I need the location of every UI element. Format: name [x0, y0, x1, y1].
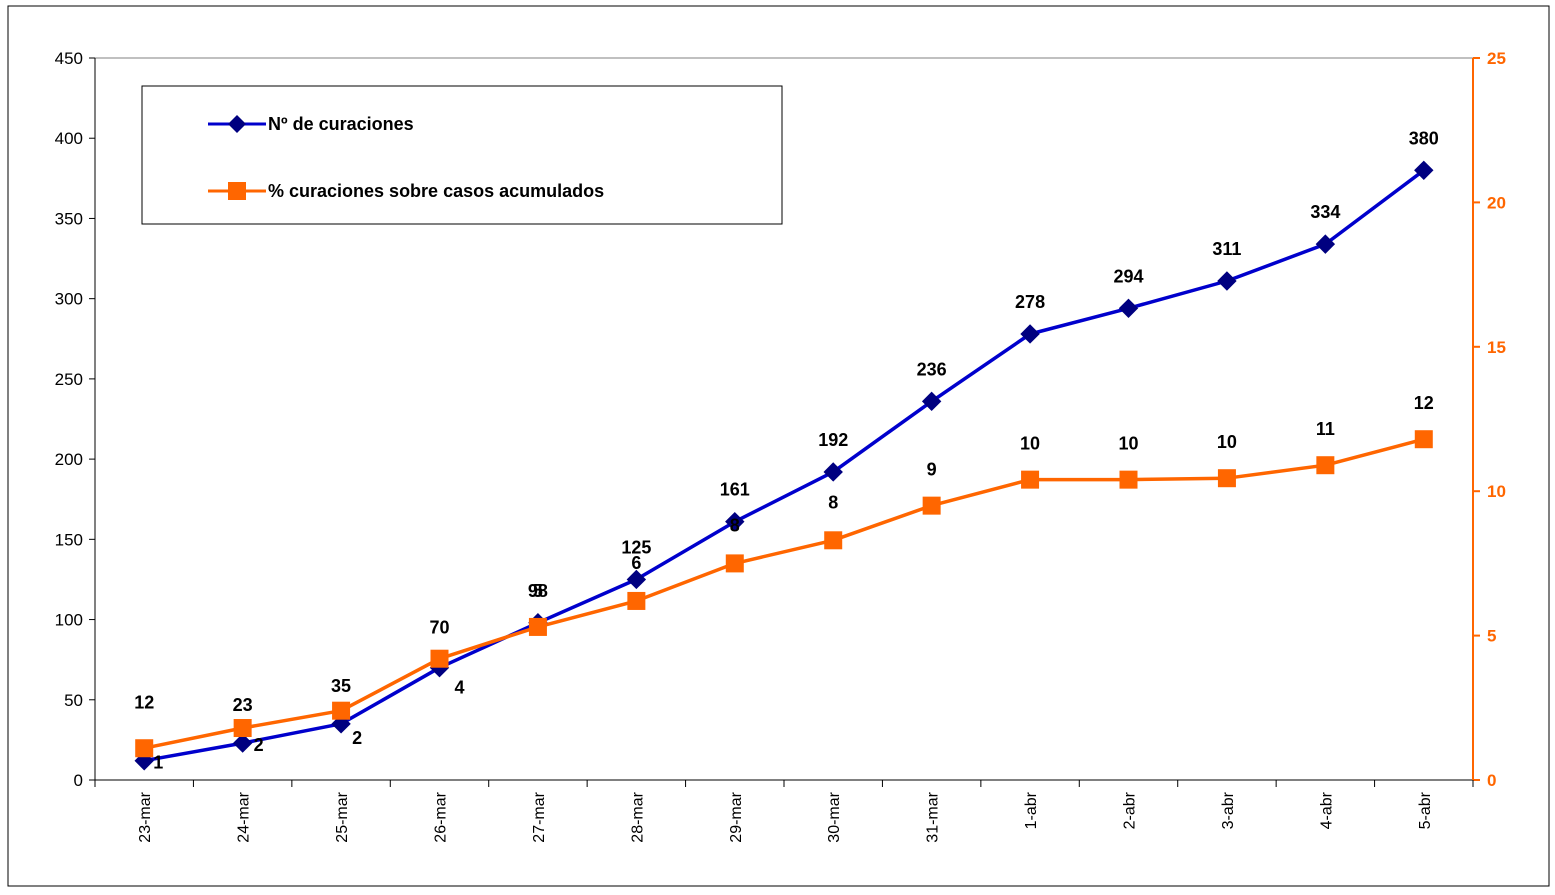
data-label-porcentaje: 4: [454, 678, 464, 698]
data-point-porcentaje: [1414, 430, 1433, 449]
x-tick-label: 1-abr: [1023, 791, 1040, 829]
data-point-porcentaje: [528, 617, 547, 636]
y-right-tick-label: 10: [1487, 482, 1506, 501]
y-left-tick-label: 350: [55, 209, 83, 228]
data-point-curaciones: [1020, 324, 1040, 344]
data-label-curaciones: 192: [818, 430, 848, 450]
data-label-curaciones: 380: [1409, 128, 1439, 148]
data-point-porcentaje: [135, 739, 154, 758]
data-label-porcentaje: 9: [927, 460, 937, 480]
y-left-tick-label: 150: [55, 530, 83, 549]
y-right-tick-label: 5: [1487, 627, 1496, 646]
series-line-1: [143, 437, 1425, 750]
series-line-0: [143, 168, 1425, 763]
y-left-tick-label: 200: [55, 450, 83, 469]
data-label-curaciones: 334: [1310, 202, 1340, 222]
data-point-curaciones: [725, 511, 745, 532]
x-tick-label: 31-mar: [925, 791, 942, 842]
data-label-porcentaje: 6: [631, 553, 641, 573]
x-tick-label: 24-mar: [236, 791, 253, 842]
data-point-curaciones: [232, 733, 253, 753]
y-right-tick-label: 25: [1487, 49, 1506, 68]
data-point-porcentaje: [1021, 470, 1040, 489]
data-point-porcentaje: [922, 496, 941, 515]
data-label-curaciones: 23: [233, 695, 253, 715]
y-left-tick-label: 0: [74, 771, 83, 790]
data-point-porcentaje: [233, 719, 252, 738]
data-point-curaciones: [921, 391, 942, 412]
data-point-curaciones: [823, 462, 843, 482]
data-label-porcentaje: 1: [153, 753, 163, 773]
data-point-curaciones: [1414, 160, 1434, 181]
x-tick-label: 4-abr: [1318, 791, 1335, 829]
data-label-porcentaje: 11: [1316, 419, 1335, 439]
legend-entry-curaciones: Nº de curaciones: [268, 114, 414, 134]
data-label-curaciones: 35: [331, 676, 351, 696]
data-point-porcentaje: [725, 554, 744, 573]
y-right-tick-label: 20: [1487, 193, 1506, 212]
data-label-porcentaje: 5: [533, 581, 543, 601]
x-tick-label: 30-mar: [826, 791, 843, 842]
x-tick-label: 5-abr: [1417, 791, 1434, 829]
data-point-porcentaje: [627, 591, 646, 610]
data-point-curaciones: [1217, 271, 1237, 291]
legend-swatch-marker-porcentaje: [228, 182, 246, 200]
data-label-curaciones: 311: [1212, 239, 1241, 259]
legend-entry-porcentaje: % curaciones sobre casos acumulados: [268, 181, 604, 201]
data-label-porcentaje: 2: [254, 735, 264, 755]
y-right-tick-label: 15: [1487, 338, 1506, 357]
y-left-tick-label: 100: [55, 611, 83, 630]
y-left-tick-label: 300: [55, 290, 83, 309]
y-left-tick-label: 50: [64, 691, 83, 710]
data-label-curaciones: 294: [1113, 266, 1143, 286]
legend-box: [141, 85, 783, 225]
legend-swatch-marker-curaciones: [228, 115, 246, 133]
data-label-porcentaje: 8: [730, 515, 740, 535]
x-tick-label: 2-abr: [1122, 791, 1139, 829]
data-point-curaciones: [1315, 234, 1336, 254]
x-tick-label: 3-abr: [1220, 791, 1237, 829]
data-point-curaciones: [1118, 298, 1139, 319]
x-tick-label: 26-mar: [433, 791, 450, 842]
x-tick-label: 25-mar: [334, 791, 351, 842]
data-label-curaciones: 125: [621, 537, 651, 557]
y-left-tick-label: 400: [55, 129, 83, 148]
data-label-curaciones: 70: [429, 618, 449, 638]
data-point-porcentaje: [1217, 469, 1236, 488]
x-tick-label: 23-mar: [137, 791, 154, 842]
series-markers: [134, 160, 1434, 771]
data-label-curaciones: 161: [720, 480, 750, 500]
axes: 050100150200250300350400450051015202523-…: [55, 49, 1506, 843]
x-tick-label: 27-mar: [531, 791, 548, 842]
data-point-porcentaje: [1119, 470, 1138, 489]
data-point-porcentaje: [1316, 456, 1335, 475]
data-point-porcentaje: [824, 531, 843, 550]
data-label-porcentaje: 12: [1414, 393, 1434, 413]
data-label-curaciones: 98: [528, 581, 548, 601]
y-right-tick-label: 0: [1487, 771, 1496, 790]
data-point-porcentaje: [430, 649, 449, 668]
data-label-porcentaje: 10: [1020, 434, 1040, 454]
data-label-porcentaje: 10: [1217, 432, 1237, 452]
y-left-tick-label: 250: [55, 370, 83, 389]
data-label-curaciones: 236: [917, 359, 947, 379]
x-tick-label: 28-mar: [629, 791, 646, 842]
data-label-porcentaje: 2: [352, 728, 362, 748]
legend: Nº de curaciones % curaciones sobre caso…: [141, 85, 783, 225]
data-point-porcentaje: [332, 701, 351, 720]
y-left-tick-label: 450: [55, 49, 83, 68]
data-label-curaciones: 278: [1015, 292, 1045, 312]
data-point-curaciones: [626, 569, 647, 590]
series-lines: [143, 168, 1425, 763]
data-label-porcentaje: 10: [1118, 434, 1138, 454]
data-label-curaciones: 12: [134, 693, 154, 713]
data-label-porcentaje: 8: [828, 492, 838, 512]
x-tick-label: 29-mar: [728, 791, 745, 842]
